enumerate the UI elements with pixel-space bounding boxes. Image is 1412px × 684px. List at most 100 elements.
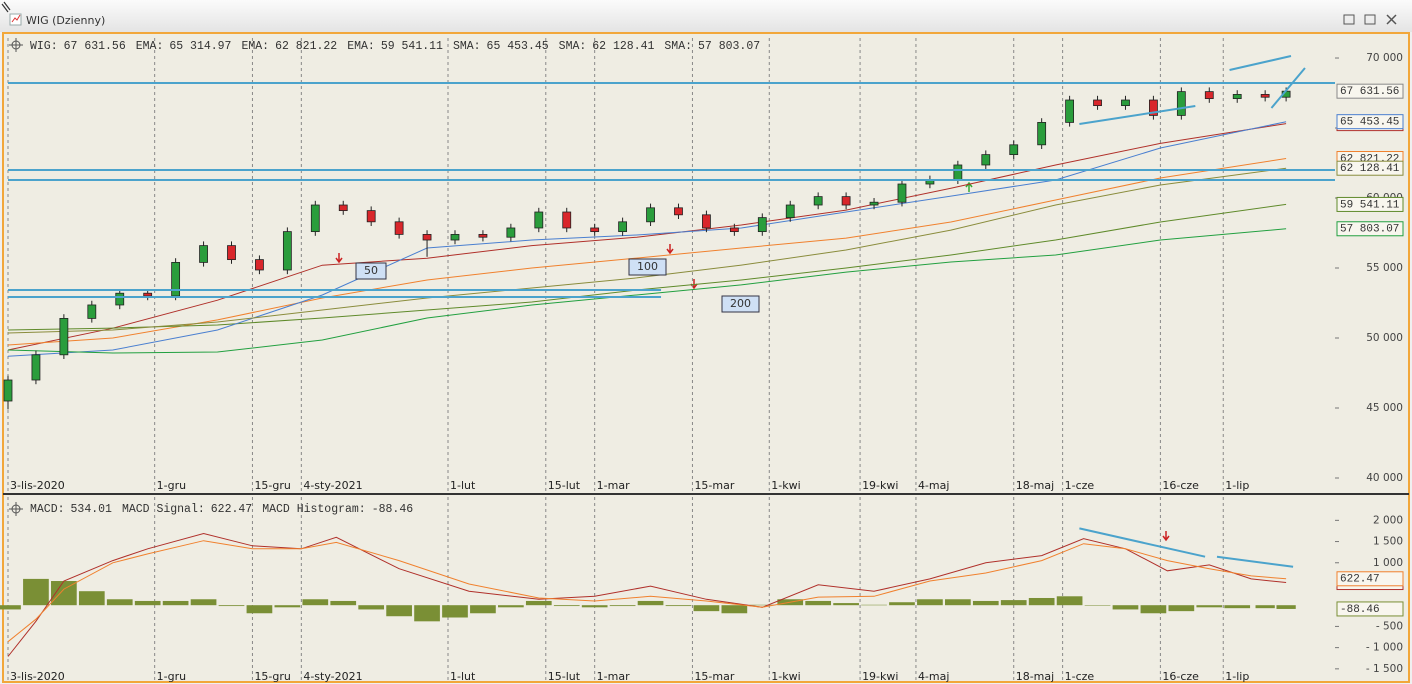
window-buttons[interactable] <box>1343 14 1397 25</box>
legend-name: MACD Histogram: <box>262 503 366 516</box>
y-tick-label: 2 000 <box>1373 514 1403 526</box>
value-box <box>1336 221 1404 237</box>
histogram-bar <box>945 599 971 606</box>
candle-body <box>1009 144 1019 156</box>
x-tick-label: 3-lis-2020 <box>10 670 65 683</box>
histogram-bar <box>553 605 580 607</box>
histogram-bar <box>665 605 692 607</box>
x-tick-label: 1-kwi <box>771 670 800 683</box>
histogram-bar <box>218 605 245 607</box>
candle-body <box>785 204 795 219</box>
histogram-bar <box>525 600 552 606</box>
y-tick-label: 70 000 <box>1366 52 1403 64</box>
legend-name: SMA: <box>453 40 481 53</box>
histogram-bar <box>162 600 189 606</box>
x-tick-label: 15-lut <box>548 670 581 683</box>
x-tick-label: 1-cze <box>1065 479 1095 492</box>
candle-body <box>841 196 851 206</box>
candle-body <box>59 318 69 356</box>
candle-body <box>674 207 683 216</box>
candle-body <box>338 204 348 212</box>
crosshair-icon[interactable] <box>9 38 23 516</box>
candle-body <box>953 164 963 181</box>
legend-name: SMA: <box>664 40 692 53</box>
crosshair-lines[interactable] <box>9 502 23 516</box>
x-tick-label: 4-sty-2021 <box>303 670 362 683</box>
window-title: WIG (Dzienny) <box>26 14 105 27</box>
value-box-label: 59 541.11 <box>1340 199 1400 211</box>
legend-value: 534.01 <box>71 503 113 516</box>
histogram-bar <box>0 605 21 610</box>
x-tick-label: 1-lip <box>1225 670 1249 683</box>
histogram-bar <box>637 600 664 606</box>
value-box-label: 622.47 <box>1340 574 1380 586</box>
histogram-bar <box>274 605 301 608</box>
histogram-bar <box>917 599 943 606</box>
candle-body <box>1093 99 1102 107</box>
x-tick-label: 15-mar <box>694 670 734 683</box>
crosshair-lines[interactable] <box>9 38 23 52</box>
x-tick-label: 4-maj <box>918 479 949 492</box>
annotation-box <box>628 258 667 276</box>
value-box <box>1336 160 1404 176</box>
candle-body <box>394 221 404 235</box>
x-tick-label: 16-cze <box>1162 670 1199 683</box>
candle-body <box>981 154 991 166</box>
y-tick-label: 1 000 <box>1373 557 1403 569</box>
x-tick-label: 1-gru <box>157 479 186 492</box>
candle-body <box>227 245 236 261</box>
candle-body <box>310 204 320 233</box>
minimize-button[interactable] <box>1343 14 1355 25</box>
restore-button[interactable] <box>1364 14 1376 25</box>
x-tick-label: 19-kwi <box>862 479 898 492</box>
value-box-label: 62 128.41 <box>1340 163 1400 175</box>
value-box-label: 67 631.56 <box>1340 86 1399 98</box>
legend-name: MACD: <box>30 503 65 516</box>
x-tick-label: 1-gru <box>157 670 186 683</box>
histogram-bar <box>861 604 887 606</box>
histogram-bar <box>833 603 859 606</box>
annotation-box <box>355 262 387 280</box>
histogram-bar <box>1196 605 1223 608</box>
annotation-label: 100 <box>637 260 658 273</box>
candle-body <box>478 234 488 238</box>
histogram-bar <box>1028 597 1055 606</box>
legend-name: EMA: <box>347 40 375 53</box>
cursor-icon <box>1 1 11 13</box>
legend-name: EMA: <box>136 40 164 53</box>
candle-body <box>729 227 739 233</box>
x-tick-label: 4-sty-2021 <box>303 479 362 492</box>
series-line <box>7 158 1287 346</box>
histogram-bar <box>78 591 105 606</box>
x-tick-label: 1-lut <box>450 670 476 683</box>
x-tick-label: 15-mar <box>694 479 734 492</box>
candle-body <box>115 292 125 306</box>
histogram-bar <box>1084 605 1111 606</box>
candle-body <box>255 259 264 271</box>
chart-frame <box>2 32 1410 683</box>
x-tick-label: 1-lut <box>450 479 476 492</box>
histogram-bar <box>470 605 496 614</box>
candle-body <box>618 221 628 233</box>
x-tick-label: 18-maj <box>1016 479 1054 492</box>
candle-body <box>1149 99 1158 116</box>
y-tick-label: - 500 <box>1376 620 1403 632</box>
candle-body <box>1065 99 1074 123</box>
legend-name: EMA: <box>241 40 269 53</box>
window-icon-line <box>11 14 21 23</box>
x-tick-label: 15-gru <box>254 670 290 683</box>
annotation-box <box>721 295 760 313</box>
close-button[interactable] <box>1386 14 1397 25</box>
candle-body <box>143 292 153 297</box>
y-tick-label: 1 500 <box>1373 536 1403 548</box>
histogram-bar <box>972 600 999 606</box>
value-box <box>1336 83 1404 99</box>
candle-body <box>1121 99 1130 107</box>
y-tick-label: 45 000 <box>1366 402 1403 414</box>
y-tick-label: 50 000 <box>1366 332 1403 344</box>
value-box <box>1336 196 1404 212</box>
legend-value: 65 314.97 <box>169 40 231 53</box>
histogram-bar <box>1056 596 1083 606</box>
sell-arrow <box>1162 531 1170 542</box>
